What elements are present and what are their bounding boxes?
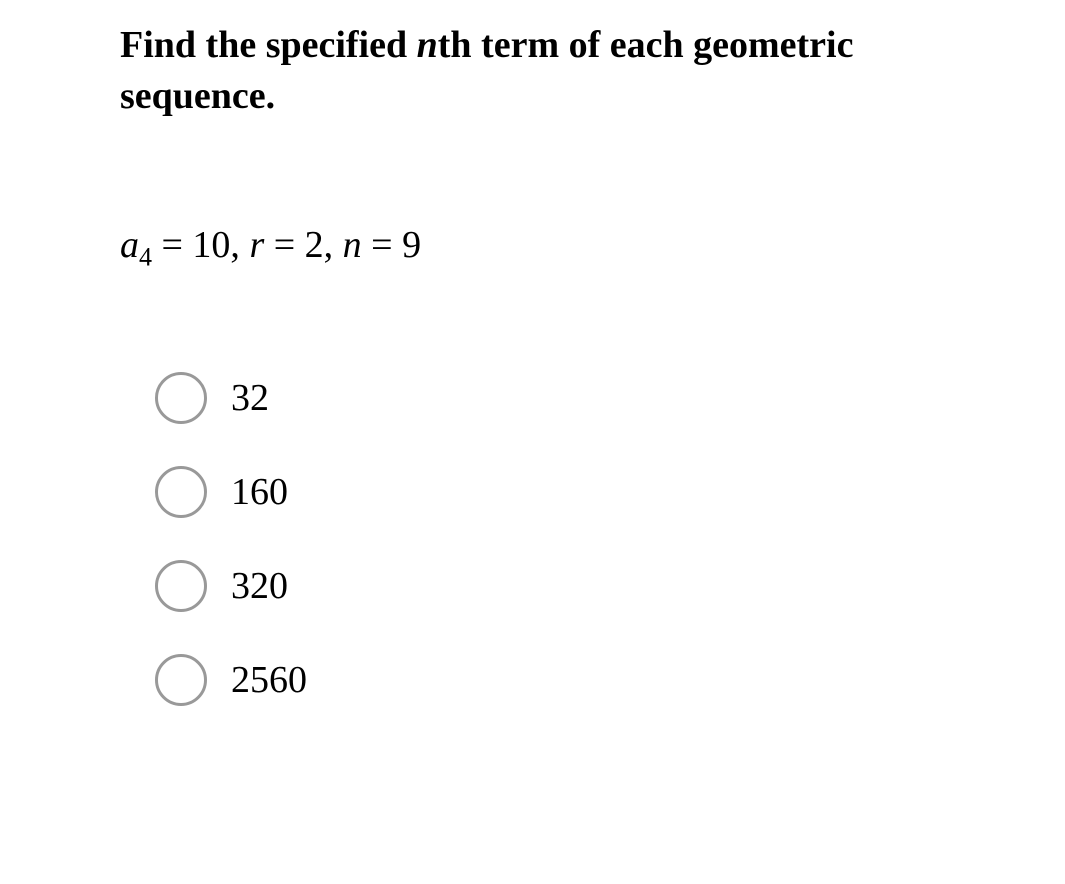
- option-label: 2560: [231, 658, 307, 702]
- var-n: n: [343, 224, 362, 266]
- option-1[interactable]: 32: [155, 372, 945, 424]
- sub-4: 4: [139, 242, 152, 271]
- radio-icon: [155, 466, 207, 518]
- prompt-italic-n: n: [417, 24, 438, 66]
- a-equals: = 10,: [152, 224, 249, 266]
- prompt-text-1: Find the specified: [120, 24, 417, 66]
- option-2[interactable]: 160: [155, 466, 945, 518]
- options-list: 32 160 320 2560: [120, 372, 945, 706]
- radio-icon: [155, 654, 207, 706]
- given-values: a4 = 10, r = 2, n = 9: [120, 223, 945, 273]
- question-prompt: Find the specified nth term of each geom…: [120, 20, 945, 123]
- r-equals: = 2,: [264, 224, 342, 266]
- option-label: 320: [231, 564, 288, 608]
- option-label: 160: [231, 470, 288, 514]
- radio-icon: [155, 372, 207, 424]
- var-r: r: [249, 224, 264, 266]
- n-equals: = 9: [362, 224, 421, 266]
- option-3[interactable]: 320: [155, 560, 945, 612]
- var-a: a: [120, 224, 139, 266]
- option-label: 32: [231, 376, 269, 420]
- option-4[interactable]: 2560: [155, 654, 945, 706]
- radio-icon: [155, 560, 207, 612]
